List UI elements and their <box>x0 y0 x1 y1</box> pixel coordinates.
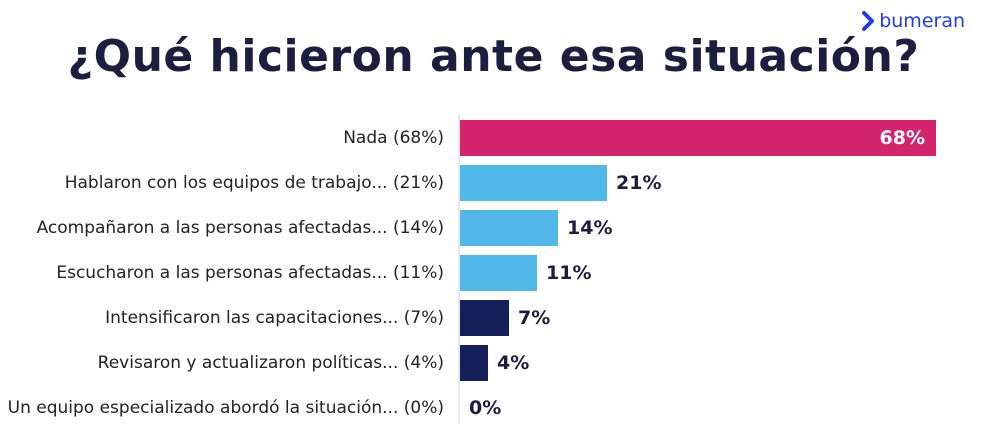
bar <box>460 210 558 246</box>
category-label: Acompañaron a las personas afectadas... … <box>37 218 444 238</box>
bar <box>460 165 607 201</box>
chart-title: ¿Qué hicieron ante esa situación? <box>67 31 920 82</box>
value-label: 7% <box>518 307 550 329</box>
value-label: 0% <box>469 397 501 419</box>
value-label: 21% <box>616 172 661 194</box>
value-label: 68% <box>880 127 925 149</box>
category-label: Hablaron con los equipos de trabajo... (… <box>65 173 444 193</box>
value-label: 4% <box>497 352 529 374</box>
bar <box>460 120 936 156</box>
bar <box>460 345 488 381</box>
bar <box>460 255 537 291</box>
value-label: 11% <box>546 262 591 284</box>
category-label: Intensificaron las capacitaciones... (7%… <box>105 308 444 328</box>
category-label: Un equipo especializado abordó la situac… <box>8 398 444 418</box>
bar <box>460 300 509 336</box>
chevron-right-icon <box>862 11 875 31</box>
category-label: Revisaron y actualizaron políticas... (4… <box>98 353 444 373</box>
value-label: 14% <box>567 217 612 239</box>
brand-logo: bumeran <box>862 10 965 32</box>
brand-name: bumeran <box>879 10 965 32</box>
category-label: Nada (68%) <box>343 128 444 148</box>
category-label: Escucharon a las personas afectadas... (… <box>56 263 444 283</box>
